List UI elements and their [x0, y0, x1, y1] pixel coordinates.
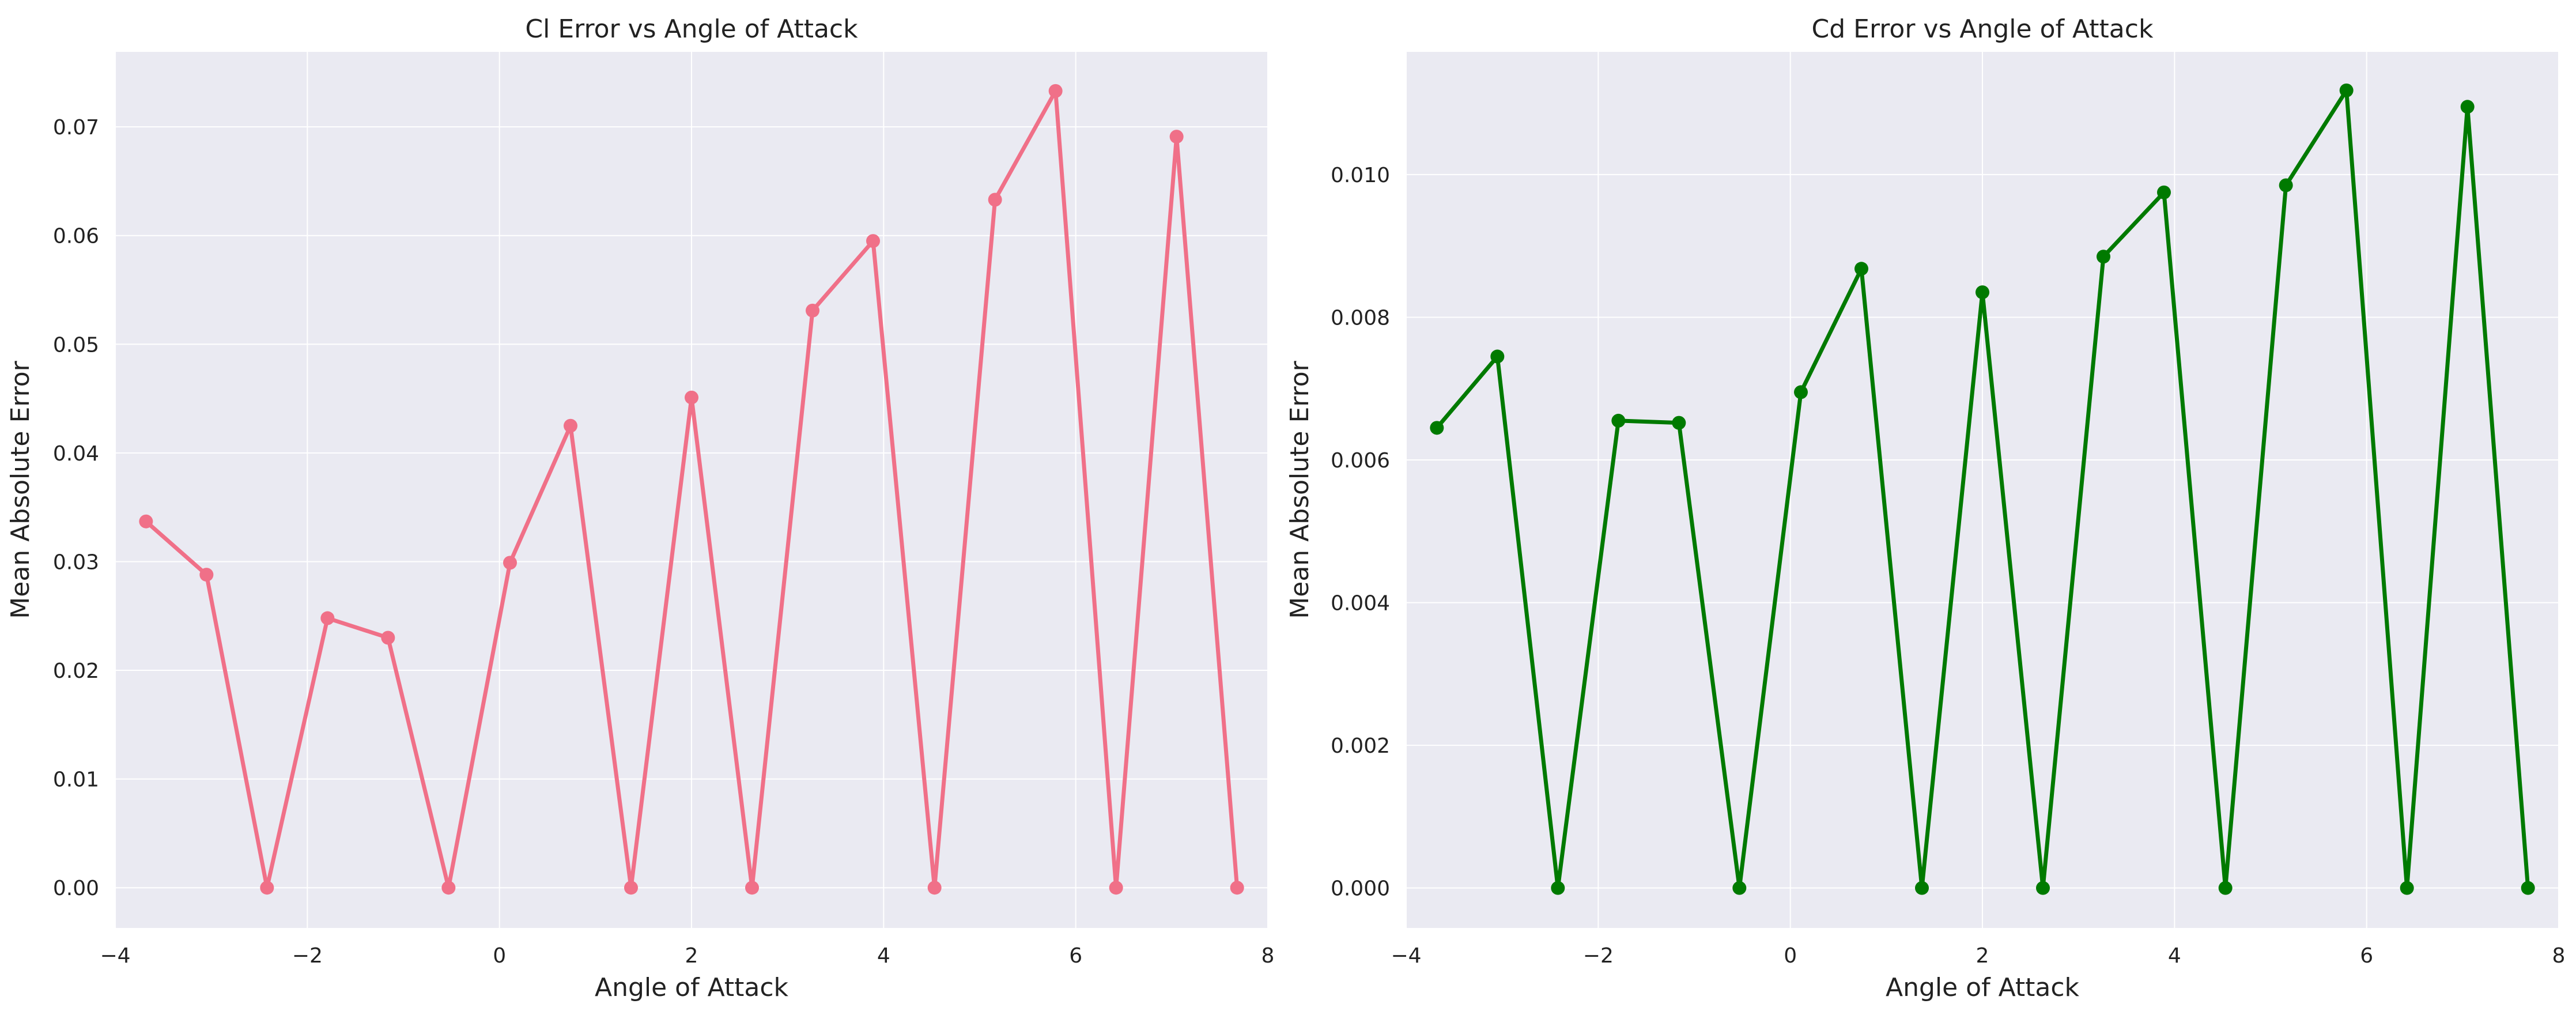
x-tick-label: 4 [2168, 944, 2181, 968]
data-point [1169, 130, 1184, 144]
data-point [2339, 83, 2354, 97]
data-point [2400, 881, 2414, 895]
y-axis-label: Mean Absolute Error [6, 360, 35, 618]
data-point [199, 568, 214, 582]
data-point [2521, 881, 2535, 895]
data-point [927, 881, 942, 895]
y-tick-label: 0.008 [1331, 306, 1390, 330]
data-point [2218, 881, 2233, 895]
data-point [1794, 385, 1808, 399]
data-point [2460, 100, 2475, 114]
y-tick-label: 0.01 [53, 768, 99, 792]
chart-title: Cd Error vs Angle of Attack [1812, 14, 2154, 44]
x-tick-label: 8 [1261, 944, 1275, 968]
y-tick-label: 0.010 [1331, 164, 1390, 187]
data-point [988, 193, 1002, 207]
y-axis-label: Mean Absolute Error [1285, 360, 1315, 618]
chart-title: Cl Error vs Angle of Attack [525, 14, 858, 44]
data-point [2279, 178, 2293, 193]
x-tick-label: −2 [1583, 944, 1614, 968]
y-tick-label: 0.03 [53, 550, 99, 574]
x-tick-label: 0 [493, 944, 506, 968]
data-point [1430, 421, 1444, 435]
data-point [441, 881, 456, 895]
x-tick-label: 4 [877, 944, 890, 968]
data-point [503, 556, 517, 570]
data-point [1976, 285, 1989, 300]
x-tick-label: −4 [1391, 944, 1421, 968]
data-point [139, 514, 153, 529]
data-point [685, 390, 698, 405]
y-tick-label: 0.04 [53, 442, 99, 466]
data-point [1490, 349, 1505, 364]
data-point [1732, 881, 1747, 895]
data-point [2036, 881, 2050, 895]
y-tick-label: 0.00 [53, 877, 99, 900]
data-point [1048, 84, 1063, 98]
cd-error-chart: −4 −2 0 2 4 6 8 0.000 0.002 0.004 0.006 0.008 0.010 C… [1285, 14, 2565, 1002]
y-tick-label: 0.006 [1331, 449, 1390, 473]
data-point [1109, 881, 1123, 895]
data-point [745, 881, 759, 895]
data-point [2097, 250, 2110, 264]
data-point [1915, 881, 1929, 895]
data-point [624, 881, 638, 895]
y-tick-label: 0.06 [53, 225, 99, 248]
data-point [866, 234, 880, 248]
x-tick-label: 2 [1976, 944, 1989, 968]
x-axis-label: Angle of Attack [595, 973, 789, 1002]
data-point [320, 611, 335, 625]
x-tick-label: −2 [292, 944, 323, 968]
data-point [260, 881, 274, 895]
y-tick-label: 0.07 [53, 116, 99, 139]
data-point [1672, 416, 1686, 430]
data-point [381, 631, 395, 645]
x-tick-label: 6 [1069, 944, 1082, 968]
y-tick-label: 0.002 [1331, 734, 1390, 758]
y-tick-label: 0.000 [1331, 877, 1390, 901]
cl-error-chart: −4 −2 0 2 4 6 8 0.00 0.01 0.02 0.03 0.04 0.05 0.06 0.0… [6, 14, 1274, 1002]
x-tick-label: 2 [685, 944, 698, 968]
data-point [1611, 413, 1626, 428]
x-axis-label: Angle of Attack [1886, 973, 2080, 1002]
data-point [1230, 881, 1244, 895]
data-point [806, 303, 819, 318]
x-tick-label: 8 [2552, 944, 2566, 968]
data-point [1854, 262, 1868, 276]
data-point [2157, 185, 2171, 199]
x-tick-label: 0 [1784, 944, 1797, 968]
y-tick-label: 0.004 [1331, 592, 1390, 616]
data-point [1551, 881, 1565, 895]
y-tick-label: 0.02 [53, 659, 99, 683]
data-point [564, 418, 577, 433]
x-tick-label: 6 [2360, 944, 2373, 968]
x-tick-label: −4 [100, 944, 130, 968]
y-tick-label: 0.05 [53, 333, 99, 357]
